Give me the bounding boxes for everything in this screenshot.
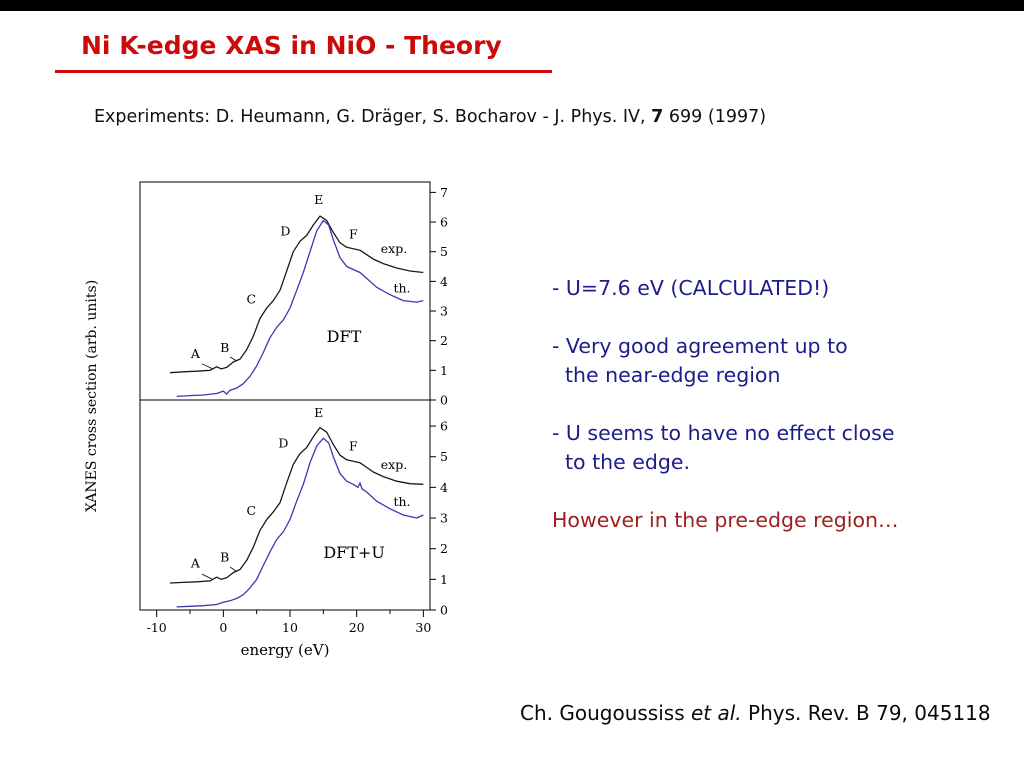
series-th xyxy=(176,437,424,608)
svg-text:DFT+U: DFT+U xyxy=(323,543,385,562)
svg-text:E: E xyxy=(314,192,323,207)
experiments-prefix: Experiments: D. Heumann, G. Dräger, S. B… xyxy=(94,107,652,127)
svg-text:6: 6 xyxy=(440,215,448,230)
svg-text:B: B xyxy=(220,550,229,565)
svg-text:1: 1 xyxy=(440,363,448,378)
svg-text:5: 5 xyxy=(440,449,448,464)
svg-text:4: 4 xyxy=(440,274,448,289)
note-line: - U seems to have no effect close xyxy=(552,421,895,445)
note-warning: However in the pre-edge region… xyxy=(552,508,899,532)
svg-text:exp.: exp. xyxy=(381,241,407,256)
note-agreement: - Very good agreement up to the near-edge… xyxy=(552,332,1012,390)
svg-text:10: 10 xyxy=(282,620,298,635)
x-axis-label: energy (eV) xyxy=(241,641,330,659)
series-exp xyxy=(169,426,424,584)
citation-authors: Ch. Gougoussiss xyxy=(520,701,691,725)
svg-text:2: 2 xyxy=(440,541,448,556)
y-axis-label: XANES cross section (arb. units) xyxy=(84,280,100,512)
svg-text:exp.: exp. xyxy=(381,457,407,472)
svg-text:C: C xyxy=(247,503,257,518)
note-line: to the edge. xyxy=(565,450,691,474)
title-underline xyxy=(55,70,552,73)
svg-text:F: F xyxy=(349,226,358,241)
svg-text:0: 0 xyxy=(219,620,227,635)
svg-text:7: 7 xyxy=(440,185,448,200)
svg-text:DFT: DFT xyxy=(327,327,362,346)
svg-text:3: 3 xyxy=(440,304,448,319)
note-u-calculated: - U=7.6 eV (CALCULATED!) xyxy=(552,274,1012,303)
svg-text:6: 6 xyxy=(440,419,448,434)
svg-text:D: D xyxy=(278,436,288,451)
svg-text:C: C xyxy=(247,292,257,307)
svg-text:th.: th. xyxy=(393,494,410,509)
svg-text:-10: -10 xyxy=(147,620,167,635)
citation: Ch. Gougoussiss et al. Phys. Rev. B 79, … xyxy=(520,701,991,725)
svg-text:5: 5 xyxy=(440,244,448,259)
note-line: the near-edge region xyxy=(565,363,781,387)
svg-text:0: 0 xyxy=(440,393,448,408)
svg-text:A: A xyxy=(190,556,201,571)
svg-text:A: A xyxy=(190,346,201,361)
svg-text:2: 2 xyxy=(440,333,448,348)
svg-text:20: 20 xyxy=(349,620,365,635)
svg-text:3: 3 xyxy=(440,511,448,526)
svg-text:1: 1 xyxy=(440,572,448,587)
svg-text:0: 0 xyxy=(440,603,448,618)
series-th xyxy=(176,219,424,398)
citation-etal: et al. xyxy=(690,701,742,725)
citation-journal: Phys. Rev. B 79, 045118 xyxy=(741,701,991,725)
x-axis: -10 0 10 20 30 energy (eV) xyxy=(147,610,431,659)
svg-text:B: B xyxy=(220,340,229,355)
notes-block: - U=7.6 eV (CALCULATED!) - Very good agr… xyxy=(552,274,1012,564)
slide-title: Ni K-edge XAS in NiO - Theory xyxy=(81,31,502,60)
note-line: - Very good agreement up to xyxy=(552,334,848,358)
note-no-effect: - U seems to have no effect close to the … xyxy=(552,419,1012,477)
svg-text:30: 30 xyxy=(415,620,431,635)
note-line: - U=7.6 eV (CALCULATED!) xyxy=(552,276,830,300)
series-exp xyxy=(169,215,424,374)
svg-text:th.: th. xyxy=(393,281,410,296)
experiments-reference: Experiments: D. Heumann, G. Dräger, S. B… xyxy=(94,107,766,127)
svg-text:E: E xyxy=(314,405,323,420)
svg-text:F: F xyxy=(349,439,358,454)
top-bar xyxy=(0,0,1024,11)
experiments-volume-bold: 7 xyxy=(651,107,664,127)
experiments-suffix: 699 (1997) xyxy=(663,107,767,127)
svg-text:D: D xyxy=(280,223,290,238)
svg-text:4: 4 xyxy=(440,480,448,495)
